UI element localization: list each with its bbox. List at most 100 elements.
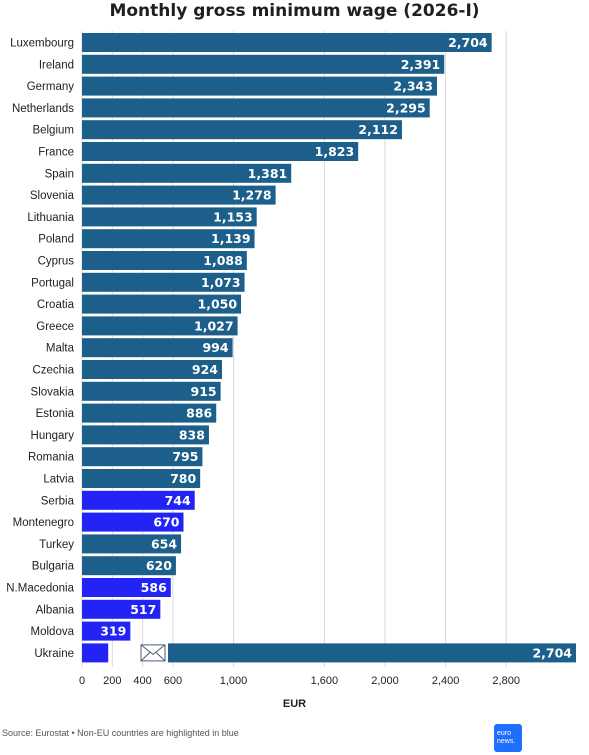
bar xyxy=(82,425,209,445)
bar-value-label: 886 xyxy=(186,406,212,421)
bar xyxy=(82,447,203,467)
category-label: Lithuania xyxy=(27,212,74,224)
category-label: Croatia xyxy=(37,299,75,311)
category-label: Greece xyxy=(36,321,74,333)
bar-value-label: 994 xyxy=(202,340,228,355)
bar xyxy=(82,272,245,292)
bar xyxy=(82,534,182,554)
category-label: Albania xyxy=(36,604,75,616)
bar-value-label: 319 xyxy=(100,624,126,639)
tick-layer: 0 200 400 600 1,000 1,600 2,000 2,400 2,800 xyxy=(79,675,520,687)
bar-chart: Luxembourg 2,704 Ireland 2,391 Germany 2,343 N… xyxy=(6,31,576,687)
category-label: Estonia xyxy=(36,408,75,420)
category-label: Netherlands xyxy=(12,103,74,115)
bar xyxy=(82,490,195,510)
category-label: Poland xyxy=(38,234,74,246)
bar-value-label: 1,073 xyxy=(201,275,241,290)
euronews-logo[interactable]: euro news. xyxy=(494,724,522,752)
bar-value-label: 1,088 xyxy=(203,253,243,268)
bar xyxy=(82,76,437,96)
bar-value-label: 2,112 xyxy=(358,122,398,137)
category-label: Slovenia xyxy=(30,190,75,202)
category-label: Moldova xyxy=(31,626,75,638)
category-label: Montenegro xyxy=(13,517,74,529)
bar xyxy=(82,207,257,227)
x-tick-label: 400 xyxy=(133,675,151,687)
bar-value-label: 744 xyxy=(165,493,191,508)
x-tick-label: 200 xyxy=(103,675,121,687)
category-label: Germany xyxy=(27,81,75,93)
category-label: Belgium xyxy=(32,125,74,137)
category-label: France xyxy=(38,147,74,159)
bar xyxy=(82,251,247,270)
bar-value-label: 670 xyxy=(153,515,179,530)
x-tick-label: 600 xyxy=(164,675,182,687)
bar xyxy=(82,142,359,161)
bar xyxy=(82,338,233,358)
bar xyxy=(82,621,131,641)
bar-value-label: 1,381 xyxy=(248,166,288,181)
category-label: Latvia xyxy=(43,474,74,486)
category-label: Ukraine xyxy=(34,648,74,660)
bar-value-label: 2,391 xyxy=(401,57,441,72)
bar xyxy=(82,163,292,183)
x-axis-label: EUR xyxy=(282,698,307,710)
bar-value-label: 1,050 xyxy=(198,297,238,312)
bar xyxy=(82,294,242,314)
overlay-bar-value-label: 2,704 xyxy=(532,645,572,660)
x-tick-label: 1,000 xyxy=(220,675,248,687)
bar-value-label: 838 xyxy=(179,427,205,442)
bar xyxy=(82,469,201,488)
bar-layer xyxy=(82,33,576,663)
bar-value-label: 620 xyxy=(146,558,172,573)
bar-value-label: 1,027 xyxy=(194,318,234,333)
bar-value-label: 1,278 xyxy=(232,188,272,203)
category-label: Ireland xyxy=(39,59,74,71)
bar-value-label: 915 xyxy=(191,384,217,399)
category-label: Spain xyxy=(45,168,74,180)
bar-value-label: 1,823 xyxy=(315,144,355,159)
bar-value-label: 517 xyxy=(130,602,156,617)
chart-title: Monthly gross minimum wage (2026-I) xyxy=(109,1,480,21)
bar-value-label: 780 xyxy=(170,471,196,486)
bar xyxy=(82,556,176,576)
bar xyxy=(82,381,221,401)
category-label: Malta xyxy=(46,343,75,355)
category-label: Luxembourg xyxy=(10,38,74,50)
category-label: Slovakia xyxy=(31,386,75,398)
x-tick-label: 2,000 xyxy=(371,675,399,687)
bar-value-label: 654 xyxy=(151,536,177,551)
category-label: Bulgaria xyxy=(32,561,75,573)
bar xyxy=(82,512,184,532)
bar xyxy=(82,360,222,379)
bar-value-label: 795 xyxy=(172,449,198,464)
category-label: Cyprus xyxy=(38,256,75,268)
category-label: Serbia xyxy=(41,495,75,507)
bar xyxy=(82,185,276,205)
envelope-icon[interactable] xyxy=(140,644,166,662)
bar xyxy=(82,403,217,423)
bar-value-label: 173 xyxy=(112,645,138,660)
category-label: Czechia xyxy=(32,365,74,377)
bar-value-label: 2,295 xyxy=(386,100,426,115)
x-tick-label: 2,800 xyxy=(492,675,520,687)
bar-value-label: 924 xyxy=(192,362,218,377)
label-layer: Luxembourg 2,704 Ireland 2,391 Germany 2,343 N… xyxy=(6,35,572,662)
category-label: Portugal xyxy=(31,277,74,289)
bar-value-label: 1,139 xyxy=(211,231,251,246)
bar xyxy=(82,120,402,140)
bar xyxy=(82,643,109,663)
bar xyxy=(82,316,238,336)
x-tick-label: 1,600 xyxy=(311,675,339,687)
x-tick-label: 0 xyxy=(79,675,85,687)
category-label: Romania xyxy=(28,452,75,464)
x-tick-label: 2,400 xyxy=(432,675,460,687)
category-label: Hungary xyxy=(31,430,75,442)
bar xyxy=(82,98,430,118)
category-label: N.Macedonia xyxy=(6,583,74,595)
category-label: Turkey xyxy=(39,539,74,551)
bar xyxy=(82,599,161,619)
source-note: Source: Eurostat • Non-EU countries are … xyxy=(2,728,239,738)
bar xyxy=(82,54,445,74)
bar-value-label: 2,343 xyxy=(393,79,433,94)
